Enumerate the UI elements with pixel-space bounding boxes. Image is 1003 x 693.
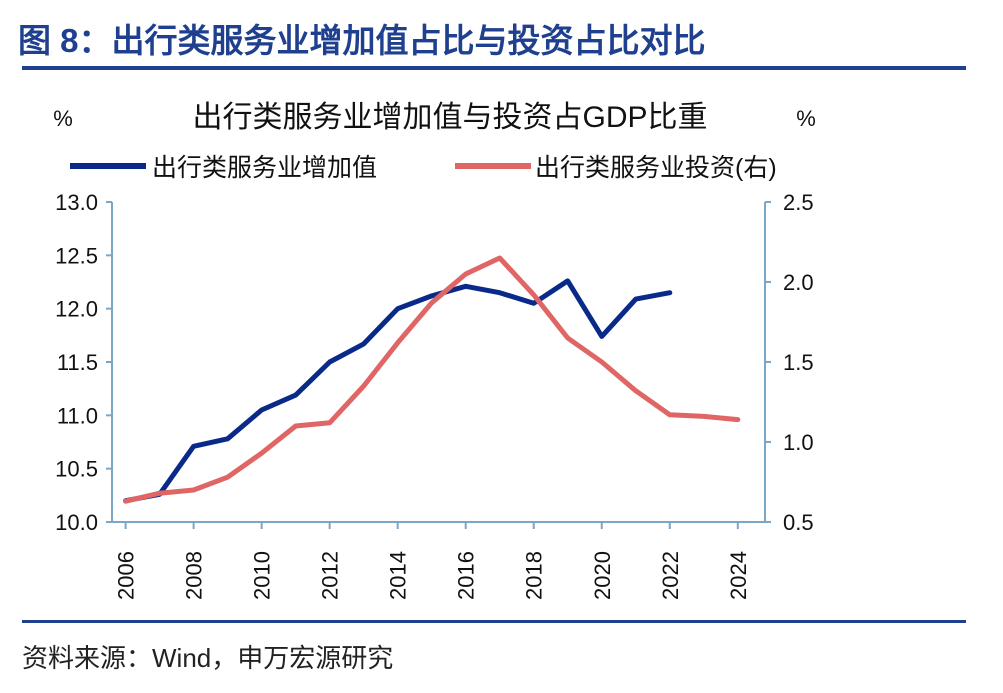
- left-y-tick-label: 11.5: [57, 350, 98, 375]
- x-tick-label: 2008: [182, 551, 207, 600]
- x-tick-label: 2010: [250, 551, 275, 600]
- x-tick-label: 2020: [590, 551, 615, 600]
- left-axis-unit: %: [53, 106, 73, 131]
- right-y-tick-label: 0.5: [783, 510, 814, 535]
- right-y-tick-label: 2.0: [783, 270, 814, 295]
- x-tick-label: 2024: [726, 551, 751, 600]
- x-ticks: 2006 2008 2010 2012 2014 2016 2018 2020 2022 2024: [114, 522, 751, 600]
- series-line-0: [123, 278, 673, 504]
- source-rule: [22, 620, 966, 623]
- left-y-tick-label: 12.0: [55, 297, 98, 322]
- x-tick-label: 2016: [454, 551, 479, 600]
- x-tick-label: 2006: [114, 551, 139, 600]
- x-tick-label: 2022: [658, 551, 683, 600]
- left-y-tick-label: 13.0: [55, 190, 98, 215]
- x-tick-label: 2014: [386, 551, 411, 600]
- series-layer: [123, 255, 741, 504]
- right-y-ticks: 0.5 1.0 1.5 2.0 2.5: [765, 190, 814, 535]
- chart-title: 出行类服务业增加值与投资占GDP比重: [192, 101, 707, 134]
- left-y-ticks: 10.0 10.5 11.0 11.5 12.0 12.5 13.0: [55, 190, 112, 535]
- legend-label-value-added: 出行类服务业增加值: [152, 154, 377, 182]
- title-rule: [22, 66, 966, 70]
- right-y-tick-label: 2.5: [783, 190, 814, 215]
- line-chart: 出行类服务业增加值与投资占GDP比重 % % 出行类服务业增加值 出行类服务业投…: [53, 101, 816, 600]
- left-y-tick-label: 10.0: [55, 510, 98, 535]
- left-y-tick-label: 12.5: [55, 243, 98, 268]
- figure-title: 图 8：出行类服务业增加值占比与投资占比对比: [18, 22, 706, 59]
- x-tick-label: 2018: [522, 551, 547, 600]
- right-y-tick-label: 1.0: [783, 430, 814, 455]
- legend: 出行类服务业增加值 出行类服务业投资(右): [70, 154, 777, 182]
- left-y-tick-label: 10.5: [55, 457, 98, 482]
- left-y-tick-label: 11.0: [57, 403, 98, 428]
- right-axis-unit: %: [796, 106, 816, 131]
- source-note: 资料来源：Wind，申万宏源研究: [22, 643, 394, 673]
- legend-label-investment: 出行类服务业投资(右): [535, 154, 777, 182]
- right-y-tick-label: 1.5: [783, 350, 814, 375]
- x-tick-label: 2012: [318, 551, 343, 600]
